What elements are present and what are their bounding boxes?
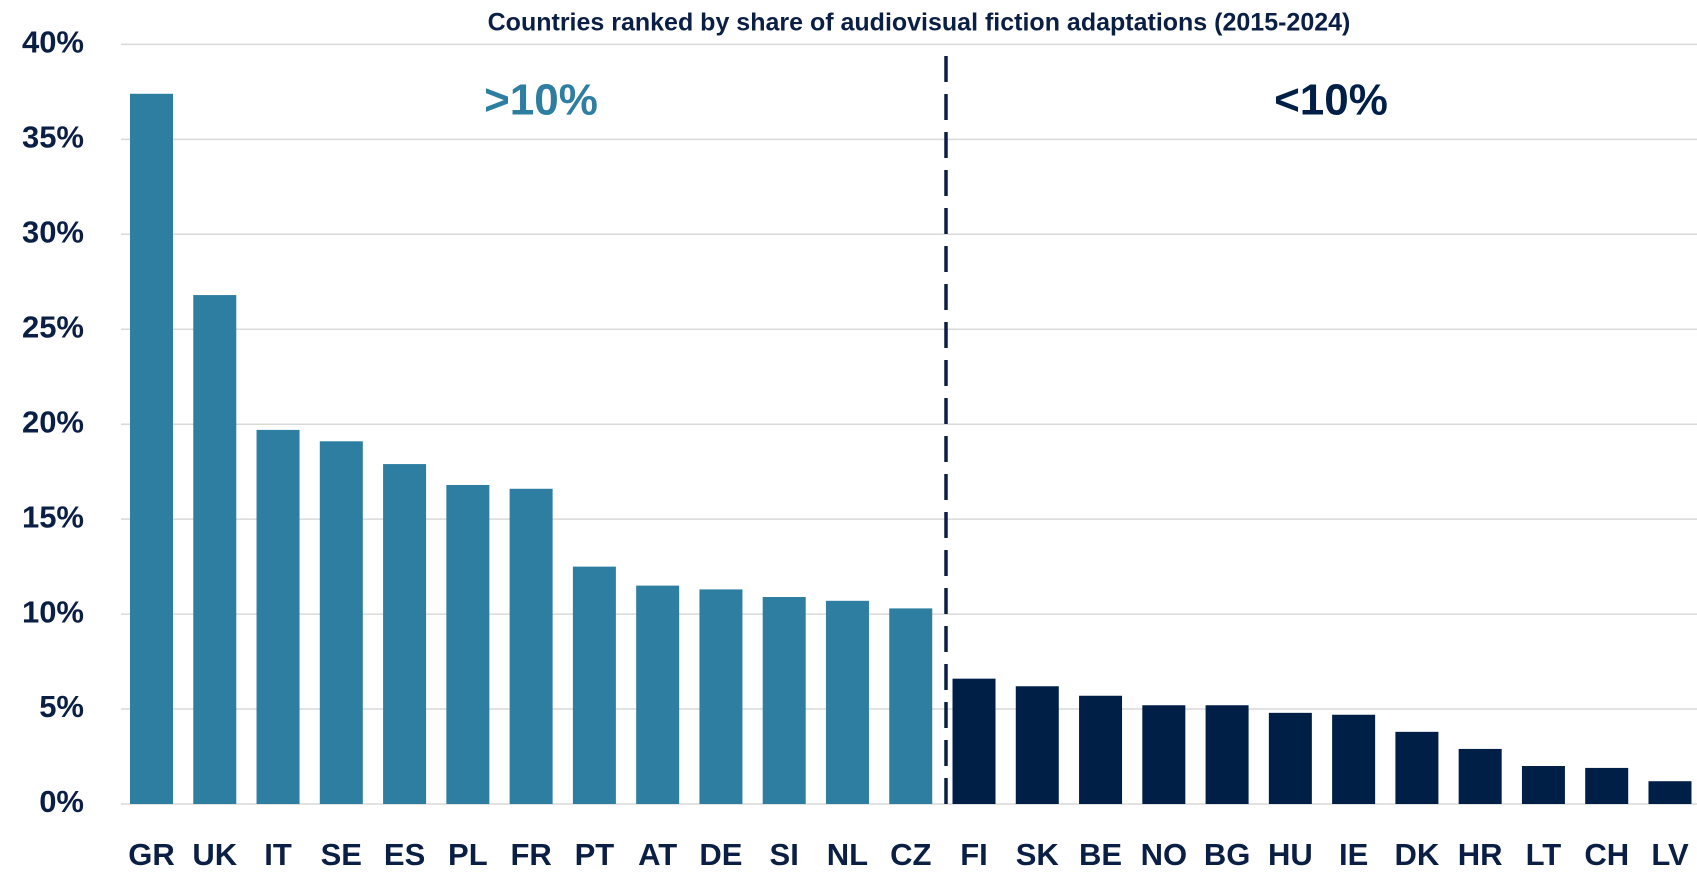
x-tick-label: SK — [1016, 837, 1060, 872]
x-tick-label: FR — [510, 837, 551, 872]
x-tick-label: BG — [1204, 837, 1251, 872]
y-tick-label: 20% — [22, 404, 84, 439]
x-tick-label: GR — [128, 837, 175, 872]
x-tick-label: BE — [1079, 837, 1122, 872]
x-tick-label: DK — [1395, 837, 1440, 872]
y-tick-label: 30% — [22, 214, 84, 249]
x-tick-label: PL — [448, 837, 488, 872]
x-tick-label: UK — [192, 837, 237, 872]
y-tick-label: 25% — [22, 309, 84, 344]
x-tick-label: NL — [827, 837, 868, 872]
y-tick-label: 10% — [22, 594, 84, 629]
bar — [952, 678, 996, 804]
bar — [825, 600, 869, 804]
bar — [193, 295, 237, 804]
bar — [1142, 705, 1186, 804]
bar — [130, 93, 173, 805]
bar — [1268, 712, 1312, 804]
x-tick-label: AT — [638, 837, 677, 872]
annotation: <10% — [1274, 76, 1388, 125]
bar — [1395, 731, 1439, 804]
x-tick-label: NO — [1141, 837, 1188, 872]
bar — [1332, 714, 1376, 804]
bar — [889, 608, 933, 804]
x-tick-label: LT — [1526, 837, 1562, 872]
bar — [1458, 748, 1502, 804]
x-tick-label: ES — [384, 837, 425, 872]
bar — [1648, 781, 1692, 804]
y-tick-label: 15% — [22, 499, 84, 534]
bar — [319, 441, 363, 804]
y-tick-label: 5% — [39, 689, 84, 724]
x-tick-label: SE — [321, 837, 362, 872]
bar — [256, 429, 300, 804]
bar — [1205, 705, 1249, 804]
x-tick-label: CZ — [890, 837, 931, 872]
bar — [383, 464, 427, 804]
bar — [446, 484, 490, 804]
bar — [1015, 686, 1059, 804]
bar — [699, 589, 743, 804]
bar — [509, 488, 553, 804]
x-tick-label: PT — [575, 837, 615, 872]
bar — [572, 566, 616, 804]
y-tick-label: 35% — [22, 120, 84, 155]
x-tick-label: IT — [264, 837, 292, 872]
x-tick-label: HR — [1458, 837, 1503, 872]
x-tick-label: FI — [960, 837, 988, 872]
bar — [762, 597, 806, 804]
x-tick-label: IE — [1339, 837, 1368, 872]
x-tick-label: SI — [770, 837, 799, 872]
bar — [1079, 695, 1123, 804]
bar — [1521, 766, 1565, 804]
annotation: >10% — [484, 76, 598, 125]
x-tick-label: LV — [1651, 837, 1689, 872]
x-tick-label: DE — [699, 837, 742, 872]
y-tick-label: 0% — [39, 784, 84, 819]
x-tick-label: CH — [1584, 837, 1629, 872]
bar — [636, 585, 680, 804]
chart-title: Countries ranked by share of audiovisual… — [488, 9, 1351, 37]
bar — [1585, 767, 1629, 804]
x-tick-label: HU — [1268, 837, 1313, 872]
y-tick-label: 40% — [22, 25, 84, 60]
